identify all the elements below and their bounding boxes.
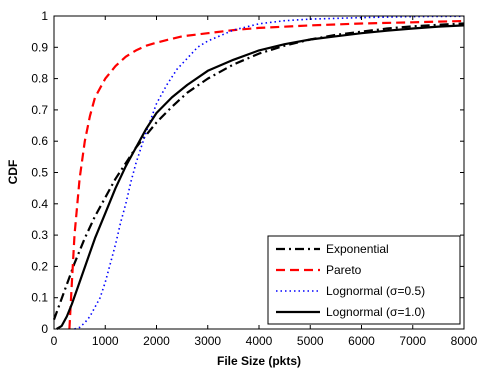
x-tick-label: 1000 xyxy=(92,334,119,348)
y-tick-label: 0.8 xyxy=(31,72,48,86)
ticks-layer: 0 1000 2000 3000 4000 5000 6000 7000 8000 0 0.1 0.2… xyxy=(31,9,477,348)
y-tick-label: 0.6 xyxy=(31,134,48,148)
y-tick-label: 0.4 xyxy=(31,197,48,211)
x-tick-label: 5000 xyxy=(297,334,324,348)
x-tick-label: 3000 xyxy=(194,334,221,348)
y-tick-label: 1 xyxy=(41,9,48,23)
series-line-1 xyxy=(68,19,465,330)
series-line-3 xyxy=(56,24,465,330)
y-tick-label: 0.3 xyxy=(31,228,48,242)
x-tick-label: 0 xyxy=(51,334,58,348)
y-tick-label: 0.7 xyxy=(31,103,48,117)
y-tick-label: 0 xyxy=(41,322,48,336)
legend-label-2: Lognormal (σ=0.5) xyxy=(326,284,425,298)
x-tick-label: 8000 xyxy=(451,334,478,348)
x-tick-label: 6000 xyxy=(348,334,375,348)
x-axis-title: File Size (pkts) xyxy=(217,354,301,368)
y-tick-label: 0.1 xyxy=(31,291,48,305)
legend: Exponential Pareto Lognormal (σ=0.5) Lognor… xyxy=(267,235,461,325)
y-axis-title: CDF xyxy=(6,160,20,185)
series-line-0 xyxy=(52,22,465,320)
series-layer xyxy=(52,15,465,330)
legend-label-0: Exponential xyxy=(326,242,389,256)
series-line-2 xyxy=(74,15,465,330)
legend-box xyxy=(267,235,461,325)
y-tick-label: 0.5 xyxy=(31,166,48,180)
legend-label-1: Pareto xyxy=(326,263,362,277)
x-tick-label: 2000 xyxy=(143,334,170,348)
x-tick-label: 7000 xyxy=(399,334,426,348)
y-tick-label: 0.9 xyxy=(31,40,48,54)
y-tick-label: 0.2 xyxy=(31,259,48,273)
legend-label-3: Lognormal (σ=1.0) xyxy=(326,305,425,319)
x-tick-label: 4000 xyxy=(246,334,273,348)
